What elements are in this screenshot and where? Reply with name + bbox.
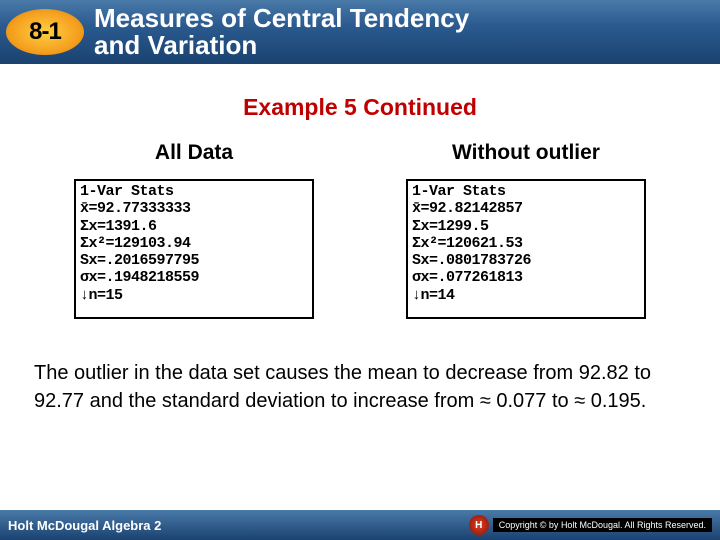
header-title: Measures of Central Tendency and Variati… [94,5,469,60]
col-title-left: All Data [44,141,344,165]
footer-left: Holt McDougal Algebra 2 [8,518,161,533]
columns: All Data 1-Var Stats x̄=92.77333333 Σx=1… [34,141,686,319]
footer-right: H Copyright © by Holt McDougal. All Righ… [469,515,712,535]
section-badge: 8-1 [6,9,84,55]
content-area: Example 5 Continued All Data 1-Var Stats… [0,64,720,415]
column-without-outlier: Without outlier 1-Var Stats x̄=92.821428… [376,141,676,319]
header-title-line1: Measures of Central Tendency [94,5,469,32]
footer-bar: Holt McDougal Algebra 2 H Copyright © by… [0,510,720,540]
summary-text: The outlier in the data set causes the m… [34,359,686,415]
calc-screen-right: 1-Var Stats x̄=92.82142857 Σx=1299.5 Σx²… [406,179,646,319]
publisher-logo-icon: H [469,515,489,535]
copyright-text: Copyright © by Holt McDougal. All Rights… [493,518,712,532]
column-all-data: All Data 1-Var Stats x̄=92.77333333 Σx=1… [44,141,344,319]
header-bar: 8-1 Measures of Central Tendency and Var… [0,0,720,64]
col-title-right: Without outlier [376,141,676,165]
example-title: Example 5 Continued [34,94,686,121]
calc-screen-left: 1-Var Stats x̄=92.77333333 Σx=1391.6 Σx²… [74,179,314,319]
header-title-line2: and Variation [94,32,469,59]
